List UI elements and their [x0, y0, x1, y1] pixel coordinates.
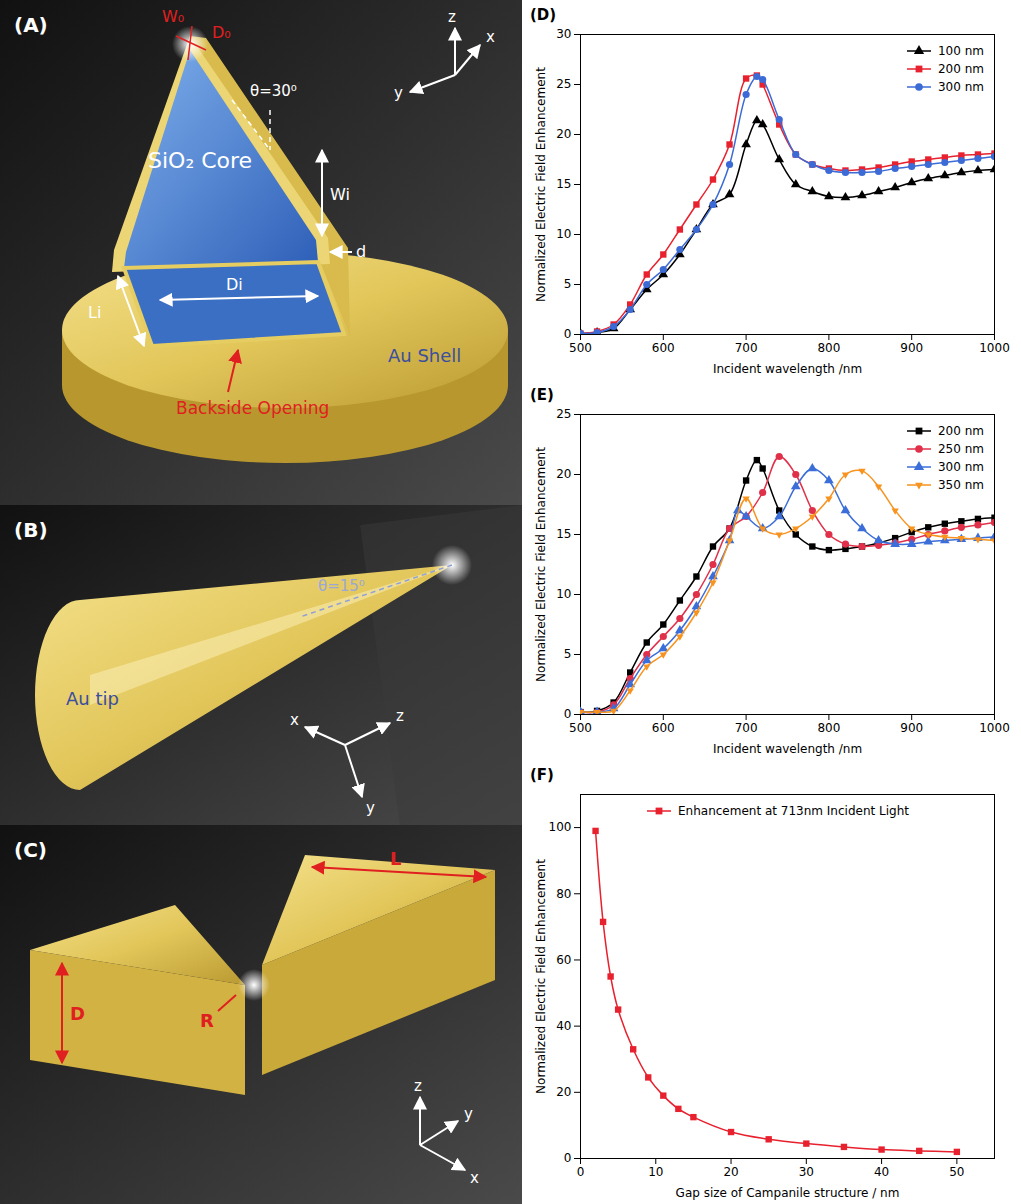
svg-text:x: x — [290, 711, 299, 729]
svg-text:Incident wavelength /nm: Incident wavelength /nm — [713, 362, 862, 376]
svg-text:(A): (A) — [14, 13, 48, 37]
svg-text:1000: 1000 — [979, 721, 1010, 735]
svg-text:80: 80 — [556, 887, 571, 901]
svg-text:D: D — [70, 1003, 85, 1024]
svg-text:0: 0 — [564, 707, 572, 721]
svg-text:0: 0 — [577, 1165, 585, 1179]
svg-text:z: z — [448, 8, 456, 26]
svg-text:500: 500 — [569, 341, 592, 355]
svg-text:θ=30⁰: θ=30⁰ — [250, 82, 297, 100]
html-text:Enhancement at 713nm Incident: Enhancement at 713nm Incident Light — [678, 804, 909, 818]
svg-text:40: 40 — [874, 1165, 889, 1179]
svg-text:Di: Di — [226, 275, 243, 294]
html-text:350 nm: 350 nm — [938, 478, 984, 492]
svg-text:40: 40 — [556, 1019, 571, 1033]
svg-text:15: 15 — [556, 527, 571, 541]
svg-text:d: d — [356, 242, 366, 261]
svg-text:700: 700 — [735, 341, 758, 355]
svg-text:R: R — [200, 1010, 214, 1031]
svg-text:z: z — [414, 1077, 422, 1095]
svg-text:10: 10 — [556, 227, 571, 241]
svg-text:(C): (C) — [14, 838, 47, 862]
svg-text:Gap size of Campanile structur: Gap size of Campanile structure / nm — [676, 1186, 900, 1200]
svg-text:z: z — [396, 707, 404, 725]
svg-text:600: 600 — [652, 721, 675, 735]
svg-text:20: 20 — [556, 1085, 571, 1099]
svg-text:Normalized Electric Field Enha: Normalized Electric Field Enhancement — [534, 447, 548, 682]
svg-text:W₀: W₀ — [162, 7, 184, 26]
html-text:200 nm: 200 nm — [938, 424, 984, 438]
svg-text:25: 25 — [556, 77, 571, 91]
svg-text:800: 800 — [817, 721, 840, 735]
svg-text:50: 50 — [949, 1165, 964, 1179]
svg-text:100: 100 — [549, 820, 572, 834]
svg-text:y: y — [366, 799, 375, 817]
svg-text:500: 500 — [569, 721, 592, 735]
svg-text:1000: 1000 — [979, 341, 1010, 355]
svg-text:Au tip: Au tip — [66, 688, 119, 709]
svg-text:700: 700 — [735, 721, 758, 735]
svg-text:900: 900 — [900, 721, 923, 735]
html-text:200 nm: 200 nm — [938, 62, 984, 76]
svg-text:Au Shell: Au Shell — [388, 345, 461, 366]
svg-text:x: x — [486, 28, 495, 46]
svg-text:5: 5 — [564, 277, 572, 291]
svg-text:20: 20 — [556, 127, 571, 141]
svg-text:0: 0 — [564, 327, 572, 341]
html-text:300 nm: 300 nm — [938, 460, 984, 474]
svg-text:900: 900 — [900, 341, 923, 355]
svg-text:Li: Li — [88, 303, 101, 322]
svg-text:0: 0 — [564, 1151, 572, 1165]
svg-text:20: 20 — [723, 1165, 738, 1179]
svg-text:600: 600 — [652, 341, 675, 355]
svg-text:D₀: D₀ — [212, 23, 231, 42]
html-text:300 nm: 300 nm — [938, 80, 984, 94]
svg-text:x: x — [470, 1169, 479, 1187]
svg-text:Normalized Electric Field Enha: Normalized Electric Field Enhancement — [534, 67, 548, 302]
svg-text:y: y — [394, 84, 403, 102]
svg-text:L: L — [390, 848, 401, 869]
svg-text:Backside Opening: Backside Opening — [176, 398, 329, 418]
html-text:100 nm: 100 nm — [938, 44, 984, 58]
html-text:(D): (D) — [530, 6, 557, 24]
svg-text:10: 10 — [556, 587, 571, 601]
svg-text:θ=15⁰: θ=15⁰ — [318, 577, 365, 595]
svg-text:y: y — [464, 1105, 473, 1123]
svg-text:30: 30 — [556, 27, 571, 41]
svg-text:Normalized Electric Field Enha: Normalized Electric Field Enhancement — [534, 859, 548, 1094]
svg-text:20: 20 — [556, 467, 571, 481]
svg-text:60: 60 — [556, 953, 571, 967]
svg-text:30: 30 — [799, 1165, 814, 1179]
html-text:(F): (F) — [530, 766, 554, 784]
html-text:(E): (E) — [530, 386, 554, 404]
svg-text:Incident wavelength /nm: Incident wavelength /nm — [713, 742, 862, 756]
svg-text:25: 25 — [556, 407, 571, 421]
svg-text:Wi: Wi — [330, 185, 350, 204]
svg-text:15: 15 — [556, 177, 571, 191]
svg-text:5: 5 — [564, 647, 572, 661]
html-text:250 nm: 250 nm — [938, 442, 984, 456]
svg-text:SiO₂ Core: SiO₂ Core — [148, 148, 252, 173]
svg-text:10: 10 — [648, 1165, 663, 1179]
svg-text:800: 800 — [817, 341, 840, 355]
svg-text:(B): (B) — [14, 518, 48, 542]
